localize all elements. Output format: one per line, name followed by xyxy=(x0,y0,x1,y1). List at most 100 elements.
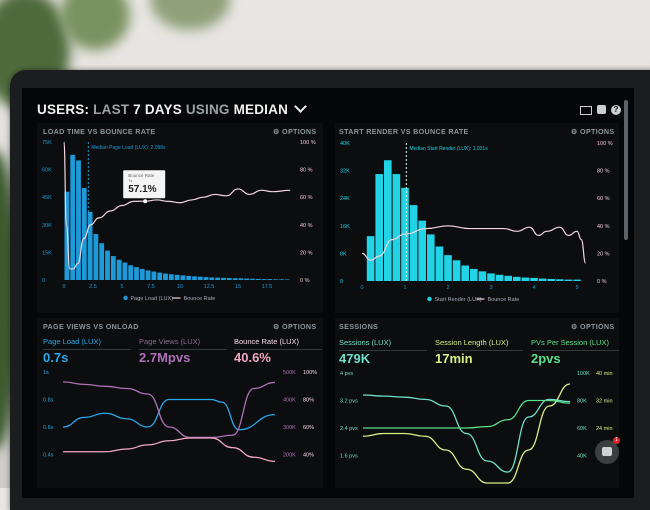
y2-tick-label: 80K xyxy=(577,399,587,405)
kpi-label: Bounce Rate (LUX) xyxy=(234,337,322,350)
series-line xyxy=(62,398,276,431)
monitor-icon[interactable] xyxy=(580,106,592,115)
y2-tick-label: 400K xyxy=(283,398,296,404)
help-icon[interactable]: ? xyxy=(611,105,621,115)
title-using: USING xyxy=(185,102,230,117)
chat-button[interactable] xyxy=(595,440,619,464)
options-button[interactable]: ⚙ OPTIONS xyxy=(571,322,615,331)
bar xyxy=(139,268,145,280)
bar xyxy=(76,160,81,280)
series-line xyxy=(62,437,276,463)
bar xyxy=(122,262,128,280)
options-button[interactable]: ⚙ OPTIONS xyxy=(273,322,317,331)
options-label: OPTIONS xyxy=(282,322,317,331)
bar xyxy=(375,174,383,281)
x-tick-label: 2 xyxy=(446,285,449,291)
y-tick-label: 40K xyxy=(340,141,350,147)
bar xyxy=(564,279,573,281)
y-tick-label: 30K xyxy=(42,223,52,229)
bar xyxy=(556,279,564,281)
y-tick-label: 4 pvs xyxy=(340,371,353,377)
bar xyxy=(487,273,495,281)
y-tick-label: 0 xyxy=(340,279,343,285)
title-median: MEDIAN xyxy=(233,102,289,117)
panel-page-views xyxy=(37,318,323,488)
bar xyxy=(452,260,461,281)
legend-marker xyxy=(123,295,128,301)
bar xyxy=(232,278,238,280)
y-tick-label: 45K xyxy=(42,195,52,201)
tooltip-sub: 7s xyxy=(128,178,132,183)
kpi-value: 0.7s xyxy=(43,350,69,365)
scrollbar[interactable] xyxy=(624,100,628,240)
panel-title: SESSIONS xyxy=(339,322,379,331)
y2-tick-label: 300K xyxy=(283,425,296,431)
kpi-value: 2.7Mpvs xyxy=(139,350,191,365)
bar xyxy=(366,236,375,281)
bar xyxy=(226,277,232,280)
y-tick-label: 75K xyxy=(42,140,52,146)
title-days: 7 DAYS xyxy=(133,102,182,117)
bar xyxy=(267,279,273,280)
bar xyxy=(186,275,192,280)
y-tick-label: 1s xyxy=(43,370,49,376)
bounce-rate-line xyxy=(63,141,291,270)
tooltip-value: 57.1% xyxy=(128,184,156,195)
series-line xyxy=(363,399,571,429)
y-tick-label: 0 xyxy=(42,278,45,284)
y3-tick-label: 80% xyxy=(303,398,314,404)
y2-tick-label: 40K xyxy=(577,454,587,460)
kpi-label: PVs Per Session (LUX) xyxy=(531,338,619,351)
kpi-label: Sessions (LUX) xyxy=(339,338,427,351)
x-tick-label: 2.5 xyxy=(89,284,97,290)
page-title[interactable]: USERS: LAST 7 DAYS USING MEDIAN xyxy=(37,100,307,117)
y2-tick-label: 200K xyxy=(283,453,296,459)
options-button[interactable]: ⚙ OPTIONS xyxy=(571,127,615,136)
kpi-label: Session Length (LUX) xyxy=(435,338,523,351)
y2-tick-label: 500K xyxy=(283,370,296,376)
y2-tick-label: 60K xyxy=(577,426,587,432)
panel-sessions xyxy=(335,318,619,488)
y-tick-label: 3.2 pvs xyxy=(340,399,358,405)
median-label: Median Page Load (LUX): 2.098s xyxy=(91,145,166,151)
x-tick-label: 12.5 xyxy=(204,284,215,290)
bar xyxy=(116,259,122,280)
x-tick-label: 0 xyxy=(62,284,65,290)
bar xyxy=(435,246,444,281)
y3-tick-label: 40 min xyxy=(596,371,613,377)
bar xyxy=(427,234,435,281)
y2-tick-label: 20 % xyxy=(300,250,313,256)
y2-tick-label: 100K xyxy=(577,371,590,377)
x-tick-label: 3 xyxy=(489,285,492,291)
x-tick-label: 15 xyxy=(235,284,241,290)
y2-tick-label: 80 % xyxy=(597,169,610,175)
y-tick-label: 1.6 pvs xyxy=(340,454,358,460)
bar xyxy=(87,211,93,280)
series-line xyxy=(62,381,276,439)
panel-title: LOAD TIME VS BOUNCE RATE xyxy=(43,127,156,136)
bar xyxy=(99,243,105,280)
x-tick-label: 10 xyxy=(177,284,183,290)
bar xyxy=(478,271,487,281)
bar xyxy=(418,220,426,281)
bar xyxy=(504,275,512,281)
x-tick-label: 7.5 xyxy=(147,284,155,290)
legend-label: Start Render (LUX) xyxy=(435,297,482,303)
kpi-value: 17min xyxy=(435,351,473,366)
bar xyxy=(573,279,581,281)
image-icon[interactable] xyxy=(597,105,606,114)
options-label: OPTIONS xyxy=(580,127,615,136)
bar xyxy=(157,272,163,280)
bar xyxy=(168,274,174,280)
bar xyxy=(151,271,157,280)
x-tick-label: 1 xyxy=(403,285,406,291)
kpi-label: Page Views (LUX) xyxy=(139,337,227,350)
options-button[interactable]: ⚙ OPTIONS xyxy=(273,127,317,136)
legend-label: Page Load (LUX) xyxy=(131,296,174,302)
bar xyxy=(530,277,538,281)
bar xyxy=(547,278,555,281)
bar xyxy=(521,277,530,281)
bar xyxy=(238,278,244,280)
kpi-label: Page Load (LUX) xyxy=(43,337,131,350)
x-tick-label: 0 xyxy=(360,285,363,291)
